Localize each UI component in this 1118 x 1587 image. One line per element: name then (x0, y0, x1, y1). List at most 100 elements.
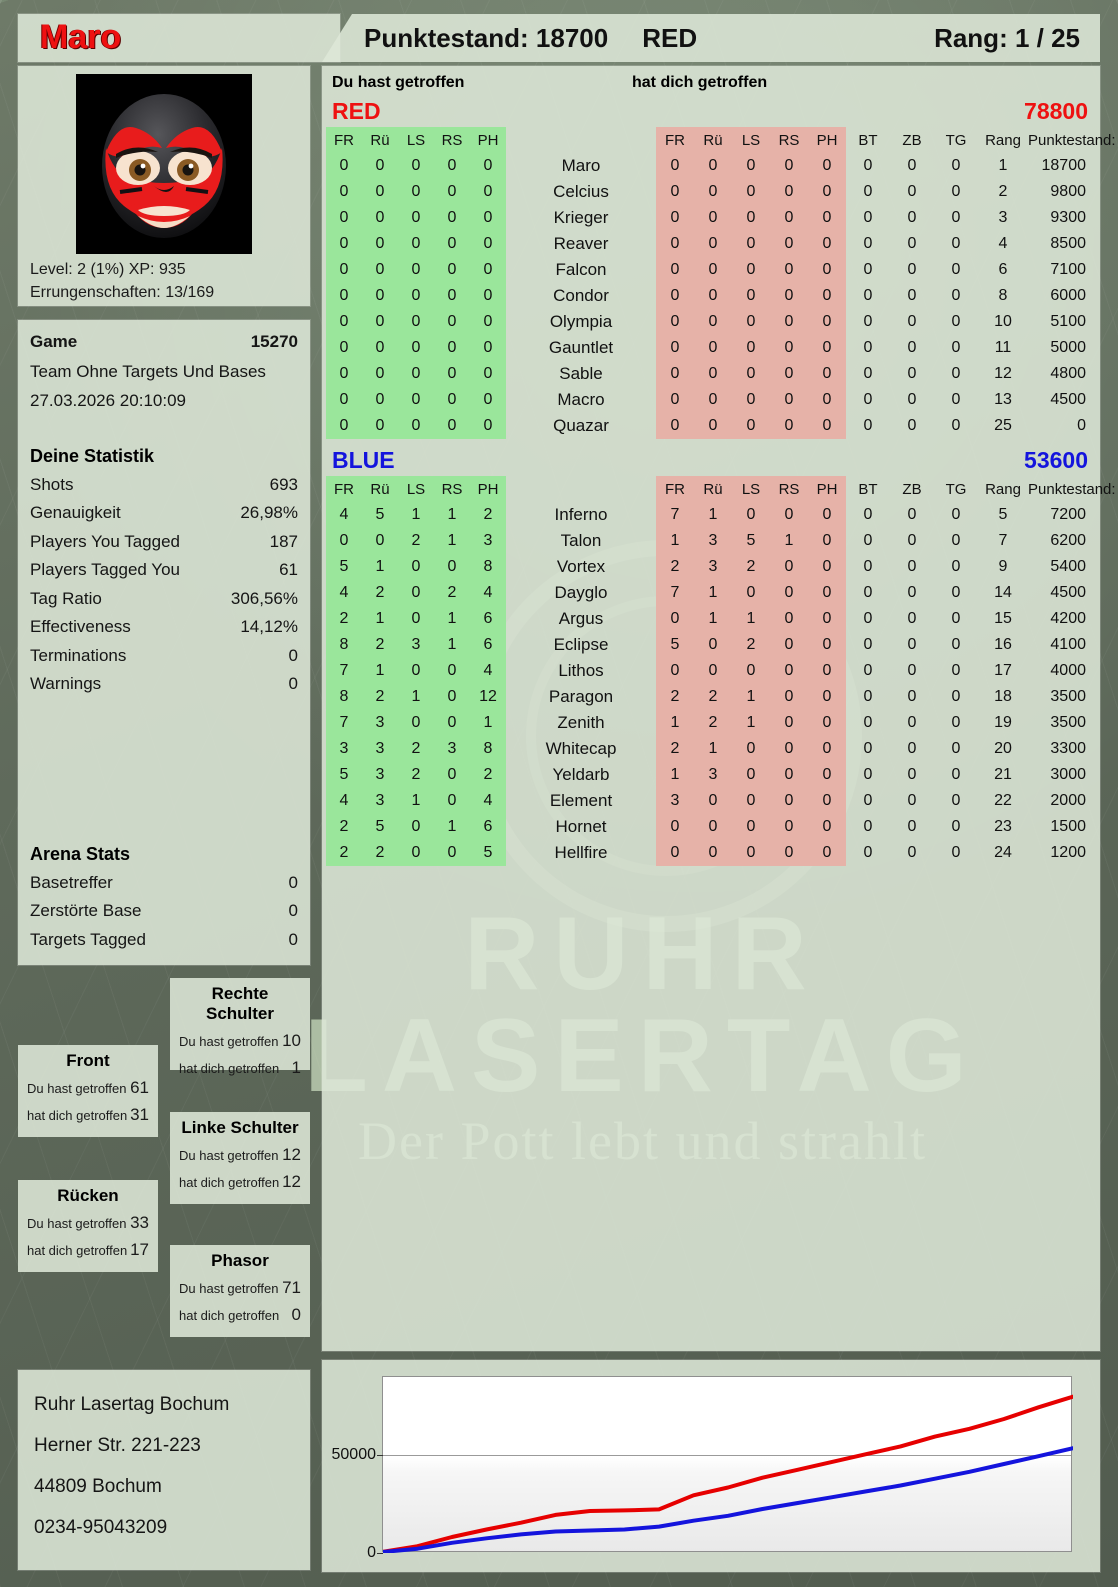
cell-got-hit: 0 (808, 231, 846, 257)
level-line: Level: 2 (1%) XP: 935 (30, 261, 186, 278)
col-header-got-PH: PH (808, 127, 846, 153)
arena-stat-value: 0 (288, 901, 298, 920)
cell-got-hit: 0 (732, 658, 770, 684)
cell-extra: 0 (951, 365, 961, 382)
cell-hit: 0 (326, 413, 362, 439)
cell-score: 4500 (1050, 391, 1086, 408)
team-total-score: 53600 (1024, 447, 1088, 473)
cell-score: 4500 (1050, 584, 1086, 601)
col-header-got-FR: FR (656, 127, 694, 153)
cell-extra: 0 (951, 714, 961, 731)
cell-got-hit: 0 (770, 153, 808, 179)
table-row[interactable]: 5 1 0 0 8 Vortex 2 3 2 0 0 0 0 0 9 5400 (326, 554, 1096, 580)
header-rank: Rang: 1 / 25 (934, 22, 1080, 53)
table-row[interactable]: 0 0 0 0 0 Macro 0 0 0 0 0 0 0 0 13 4500 (326, 387, 1096, 413)
cell-hit: 0 (398, 205, 434, 231)
table-row[interactable]: 8 2 1 0 12 Paragon 2 2 1 0 0 0 0 0 18 3500 (326, 684, 1096, 710)
cell-hit: 1 (434, 632, 470, 658)
avatar-panel: Level: 2 (1%) XP: 935 Errungenschaften: … (18, 66, 310, 306)
team-player-table: FR Rü LS RS PH FR Rü LS RS PH BT ZB TG Rang Punktestan… (326, 127, 1116, 439)
chart-line-red (383, 1394, 1073, 1553)
table-row[interactable]: 0 0 0 0 0 Gauntlet 0 0 0 0 0 0 0 0 11 5000 (326, 335, 1096, 361)
table-row[interactable]: 0 0 0 0 0 Falcon 0 0 0 0 0 0 0 0 6 7100 (326, 257, 1096, 283)
hit-group-header: Du hast getroffen (332, 74, 465, 91)
game-mode: Team Ohne Targets Und Bases (30, 361, 266, 381)
cell-player-name: Quazar (553, 416, 609, 435)
cell-got-hit: 1 (656, 528, 694, 554)
your-stat-row: Shots 693 (30, 471, 298, 500)
table-row[interactable]: 7 1 0 0 4 Lithos 0 0 0 0 0 0 0 0 17 4000 (326, 658, 1096, 684)
cell-rank: 1 (998, 157, 1008, 174)
cell-hit: 1 (362, 658, 398, 684)
arena-stat-row: Targets Tagged 0 (30, 926, 298, 955)
cell-extra: 0 (907, 636, 917, 653)
cell-score: 3500 (1050, 714, 1086, 731)
cell-rank: 14 (994, 584, 1012, 601)
cell-extra: 0 (907, 714, 917, 731)
body-box-gothit-label: hat dich getroffen (27, 1108, 128, 1123)
cell-got-hit: 0 (770, 335, 808, 361)
cell-hit: 0 (398, 554, 434, 580)
cell-got-hit: 0 (656, 387, 694, 413)
table-row[interactable]: 2 5 0 1 6 Hornet 0 0 0 0 0 0 0 0 23 1500 (326, 814, 1096, 840)
team-tables: RED 78800 FR Rü LS RS PH FR Rü LS RS PH BT ZB TG Rang Pu… (326, 98, 1116, 874)
cell-got-hit: 0 (770, 231, 808, 257)
col-header-got-FR: FR (656, 476, 694, 502)
cell-got-hit: 0 (770, 632, 808, 658)
cell-extra: 0 (863, 532, 873, 549)
cell-extra: 0 (907, 417, 917, 434)
table-row[interactable]: 0 0 2 1 3 Talon 1 3 5 1 0 0 0 0 7 6200 (326, 528, 1096, 554)
table-row[interactable]: 0 0 0 0 0 Maro 0 0 0 0 0 0 0 0 1 18700 (326, 153, 1096, 179)
cell-hit: 2 (362, 580, 398, 606)
table-row[interactable]: 0 0 0 0 0 Condor 0 0 0 0 0 0 0 0 8 6000 (326, 283, 1096, 309)
cell-got-hit: 0 (732, 736, 770, 762)
table-row[interactable]: 0 0 0 0 0 Krieger 0 0 0 0 0 0 0 0 3 9300 (326, 205, 1096, 231)
cell-got-hit: 0 (808, 257, 846, 283)
cell-got-hit: 0 (694, 283, 732, 309)
table-row[interactable]: 0 0 0 0 0 Quazar 0 0 0 0 0 0 0 0 25 0 (326, 413, 1096, 439)
cell-hit: 1 (398, 684, 434, 710)
table-row[interactable]: 4 2 0 2 4 Dayglo 7 1 0 0 0 0 0 0 14 4500 (326, 580, 1096, 606)
cell-hit: 5 (362, 502, 398, 528)
cell-got-hit: 7 (656, 502, 694, 528)
table-row[interactable]: 7 3 0 0 1 Zenith 1 2 1 0 0 0 0 0 19 3500 (326, 710, 1096, 736)
cell-score: 4800 (1050, 365, 1086, 382)
cell-extra: 0 (951, 844, 961, 861)
cell-got-hit: 0 (694, 814, 732, 840)
table-row[interactable]: 3 3 2 3 8 Whitecap 2 1 0 0 0 0 0 0 20 3300 (326, 736, 1096, 762)
body-box-hit-value: 33 (130, 1213, 149, 1232)
col-header-got-Rü: Rü (694, 127, 732, 153)
cell-hit: 0 (398, 335, 434, 361)
table-row[interactable]: 8 2 3 1 6 Eclipse 5 0 2 0 0 0 0 0 16 4100 (326, 632, 1096, 658)
cell-hit: 1 (362, 606, 398, 632)
cell-got-hit: 0 (656, 257, 694, 283)
table-row[interactable]: 0 0 0 0 0 Reaver 0 0 0 0 0 0 0 0 4 8500 (326, 231, 1096, 257)
body-box-gothit-label: hat dich getroffen (179, 1061, 280, 1076)
table-row[interactable]: 2 1 0 1 6 Argus 0 1 1 0 0 0 0 0 15 4200 (326, 606, 1096, 632)
cell-hit: 2 (362, 840, 398, 866)
col-header-hit-LS: LS (398, 127, 434, 153)
cell-got-hit: 0 (808, 153, 846, 179)
cell-score: 5100 (1050, 313, 1086, 330)
table-row[interactable]: 0 0 0 0 0 Celcius 0 0 0 0 0 0 0 0 2 9800 (326, 179, 1096, 205)
cell-got-hit: 0 (732, 580, 770, 606)
your-stats-list: Shots 693 Genauigkeit 26,98% Players You Tag… (30, 471, 298, 699)
table-row[interactable]: 0 0 0 0 0 Sable 0 0 0 0 0 0 0 0 12 4800 (326, 361, 1096, 387)
cell-hit: 3 (362, 788, 398, 814)
col-header-score: Punktestand: (1028, 131, 1116, 149)
cell-rank: 23 (994, 818, 1012, 835)
cell-hit: 7 (326, 710, 362, 736)
table-row[interactable]: 4 5 1 1 2 Inferno 7 1 0 0 0 0 0 0 5 7200 (326, 502, 1096, 528)
cell-got-hit: 3 (656, 788, 694, 814)
table-row[interactable]: 5 3 2 0 2 Yeldarb 1 3 0 0 0 0 0 0 21 3000 (326, 762, 1096, 788)
cell-score: 5400 (1050, 558, 1086, 575)
table-row[interactable]: 0 0 0 0 0 Olympia 0 0 0 0 0 0 0 0 10 5100 (326, 309, 1096, 335)
body-box-hit-value: 10 (282, 1031, 301, 1050)
cell-extra: 0 (907, 261, 917, 278)
table-row[interactable]: 2 2 0 0 5 Hellfire 0 0 0 0 0 0 0 0 24 1200 (326, 840, 1096, 866)
cell-got-hit: 3 (694, 762, 732, 788)
venue-address-line: 0234-95043209 (34, 1517, 168, 1538)
cell-got-hit: 0 (808, 205, 846, 231)
team-player-table: FR Rü LS RS PH FR Rü LS RS PH BT ZB TG Rang Punktestan… (326, 476, 1116, 866)
table-row[interactable]: 4 3 1 0 4 Element 3 0 0 0 0 0 0 0 22 2000 (326, 788, 1096, 814)
